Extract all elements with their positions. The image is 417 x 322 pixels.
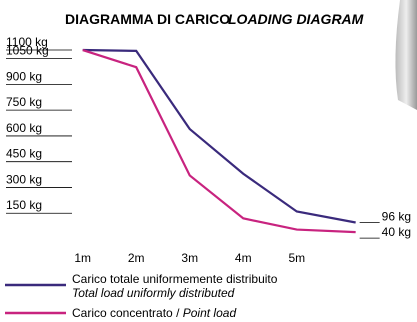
y-tick-label: 600 kg — [6, 121, 42, 135]
legend-label-en: Total load uniformly distributed — [72, 286, 235, 300]
x-tick-label: 2m — [128, 251, 145, 265]
series-line — [82, 48, 356, 224]
value-label: 96 kg — [382, 210, 411, 224]
x-tick-label: 5m — [288, 251, 305, 265]
legend-part: Point load — [183, 306, 237, 320]
y-tick-label: 300 kg — [6, 172, 42, 186]
y-tick-label: 750 kg — [6, 95, 42, 109]
legend-label: Carico totale uniformemente distribuito — [72, 272, 278, 286]
legend-part: / — [176, 306, 180, 320]
value-label: 40 kg — [382, 225, 411, 239]
y-tick-label: 150 kg — [6, 198, 42, 212]
x-tick-label: 3m — [181, 251, 198, 265]
y-tick-label: 450 kg — [6, 147, 42, 161]
chart-subtitle: LOADING DIAGRAM — [228, 11, 364, 27]
x-tick-label: 1m — [74, 251, 91, 265]
series-line — [82, 48, 356, 234]
y-tick-label: 900 kg — [6, 69, 42, 83]
chart-title: DIAGRAMMA DI CARICO — [65, 11, 230, 27]
product-image — [395, 0, 417, 110]
x-tick-label: 4m — [235, 251, 252, 265]
y-tick-label: 1050 kg — [6, 44, 49, 58]
legend-label: Carico concentrato / Point load — [72, 306, 236, 320]
legend-part: Carico concentrato — [72, 306, 173, 320]
y-tick-label: 1100 kg — [6, 35, 48, 49]
